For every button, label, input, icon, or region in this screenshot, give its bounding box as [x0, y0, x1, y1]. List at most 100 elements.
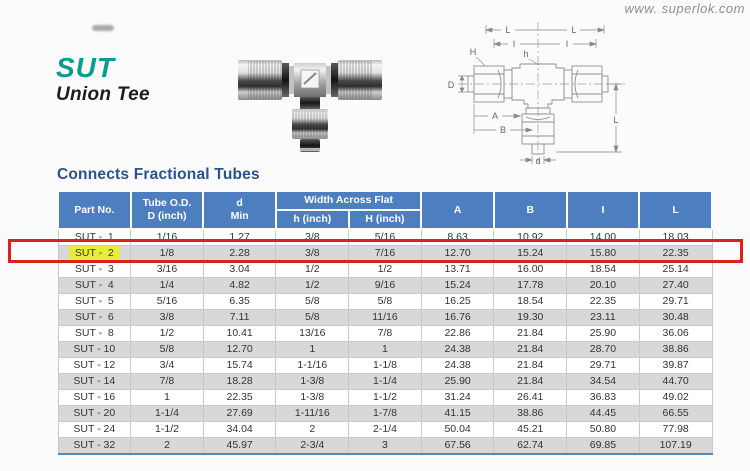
cell-I: 23.11 [566, 309, 640, 326]
cell-L: 29.71 [638, 293, 713, 310]
cell-dmin: 45.97 [202, 437, 277, 455]
cell-I: 28.70 [566, 341, 640, 358]
cell-H: 1-7/8 [348, 405, 422, 422]
cell-I: 18.54 [566, 261, 640, 278]
cell-h: 5/8 [275, 309, 350, 326]
cell-part: SUT - 8 [57, 325, 132, 342]
cell-h: 3/8 [275, 245, 350, 262]
col-header-d-min: d Min [202, 190, 277, 230]
dim-label-I-right: I [566, 39, 569, 49]
table-row: SUT - 4 1/4 4.82 1/2 9/16 15.24 17.78 20.10 27.4… [57, 277, 713, 294]
header-label: d [236, 197, 243, 210]
cell-L: 38.86 [638, 341, 713, 358]
cell-L: 22.35 [638, 245, 713, 262]
cell-od: 5/8 [130, 341, 204, 358]
cell-part: SUT - 2 [57, 245, 132, 262]
cell-L: 39.87 [638, 357, 713, 374]
cell-od: 3/16 [130, 261, 204, 278]
cell-H: 7/16 [348, 245, 422, 262]
cell-I: 20.10 [566, 277, 640, 294]
cell-B: 18.54 [493, 293, 568, 310]
cell-od: 7/8 [130, 373, 204, 390]
cell-H: 1-1/4 [348, 373, 422, 390]
cell-dmin: 4.82 [202, 277, 277, 294]
dim-label-h: h [523, 49, 528, 59]
cell-H: 1/2 [348, 261, 422, 278]
fractional-tubes-table: Part No. Tube O.D. D (inch) d Min Width … [57, 190, 713, 455]
tee-fitting-photo [238, 60, 382, 152]
cell-part: SUT - 10 [57, 341, 132, 358]
cell-part: SUT - 20 [57, 405, 132, 422]
cell-H: 3 [348, 437, 422, 455]
cell-I: 34.54 [566, 373, 640, 390]
tech-drawing: L L H I h I D A B L d [448, 22, 626, 166]
cell-A: 24.38 [420, 341, 495, 358]
cell-od: 1/8 [130, 245, 204, 262]
cell-A: 13.71 [420, 261, 495, 278]
product-code: SUT [56, 52, 115, 83]
table-row: SUT - 20 1-1/4 27.69 1-11/16 1-7/8 41.15 38.86… [57, 405, 713, 422]
table-row: SUT - 5 5/16 6.35 5/8 5/8 16.25 18.54 22.35 29.7… [57, 293, 713, 310]
cell-L: 107.19 [638, 437, 713, 455]
cell-od: 1 [130, 389, 204, 406]
cell-part: SUT - 5 [57, 293, 132, 310]
cell-A: 24.38 [420, 357, 495, 374]
cell-h: 2 [275, 421, 350, 438]
product-photo [238, 60, 382, 152]
col-header-H-inch: H (inch) [347, 209, 423, 230]
table-row: SUT - 2 1/8 2.28 3/8 7/16 12.70 15.24 15.80 22.3… [57, 245, 713, 262]
cell-h: 1-11/16 [275, 405, 350, 422]
cell-A: 12.70 [420, 245, 495, 262]
cell-H: 9/16 [348, 277, 422, 294]
cell-B: 16.00 [493, 261, 568, 278]
cell-B: 62.74 [493, 437, 568, 455]
cell-dmin: 34.04 [202, 421, 277, 438]
website-url: www. superlok.com [624, 1, 745, 16]
cell-I: 69.85 [566, 437, 640, 455]
cell-I: 25.90 [566, 325, 640, 342]
cell-I: 36.83 [566, 389, 640, 406]
cell-L: 25.14 [638, 261, 713, 278]
dimension-lines [458, 25, 622, 164]
cell-od: 1-1/4 [130, 405, 204, 422]
cell-L: 66.55 [638, 405, 713, 422]
cell-A: 22.86 [420, 325, 495, 342]
cell-dmin: 2.28 [202, 245, 277, 262]
cell-A: 16.76 [420, 309, 495, 326]
cell-part: SUT - 14 [57, 373, 132, 390]
cell-od: 2 [130, 437, 204, 455]
cell-h: 5/8 [275, 293, 350, 310]
cell-h: 1 [275, 341, 350, 358]
cell-A: 16.25 [420, 293, 495, 310]
row-highlight-rectangle [8, 239, 743, 263]
cell-dmin: 3.04 [202, 261, 277, 278]
cell-part: SUT - 6 [57, 309, 132, 326]
cell-B: 19.30 [493, 309, 568, 326]
cell-h: 13/16 [275, 325, 350, 342]
cell-H: 11/16 [348, 309, 422, 326]
cell-A: 15.24 [420, 277, 495, 294]
cell-h: 1-1/16 [275, 357, 350, 374]
scan-artifact [92, 25, 114, 31]
cell-dmin: 22.35 [202, 389, 277, 406]
col-header-A: A [420, 190, 495, 230]
cell-A: 31.24 [420, 389, 495, 406]
center-lines [458, 22, 626, 162]
cell-dmin: 12.70 [202, 341, 277, 358]
col-header-I: I [565, 190, 641, 230]
table-row: SUT - 16 1 22.35 1-3/8 1-1/2 31.24 26.41 36.83 4… [57, 389, 713, 406]
dim-label-d: d [535, 156, 540, 166]
cell-L: 49.02 [638, 389, 713, 406]
header-label: Part No. [74, 203, 115, 216]
header-label: Tube O.D. [142, 197, 192, 210]
cell-L: 30.48 [638, 309, 713, 326]
highlighted-part-number: SUT - 2 [68, 246, 120, 261]
col-header-B: B [492, 190, 568, 230]
table-row: SUT - 32 2 45.97 2-3/4 3 67.56 62.74 69.85 107.1… [57, 437, 713, 455]
cell-L: 44.70 [638, 373, 713, 390]
dim-label-L-top-right: L [571, 25, 576, 35]
cell-L: 27.40 [638, 277, 713, 294]
cell-B: 21.84 [493, 325, 568, 342]
col-header-part-no: Part No. [57, 190, 132, 230]
cell-L: 36.06 [638, 325, 713, 342]
